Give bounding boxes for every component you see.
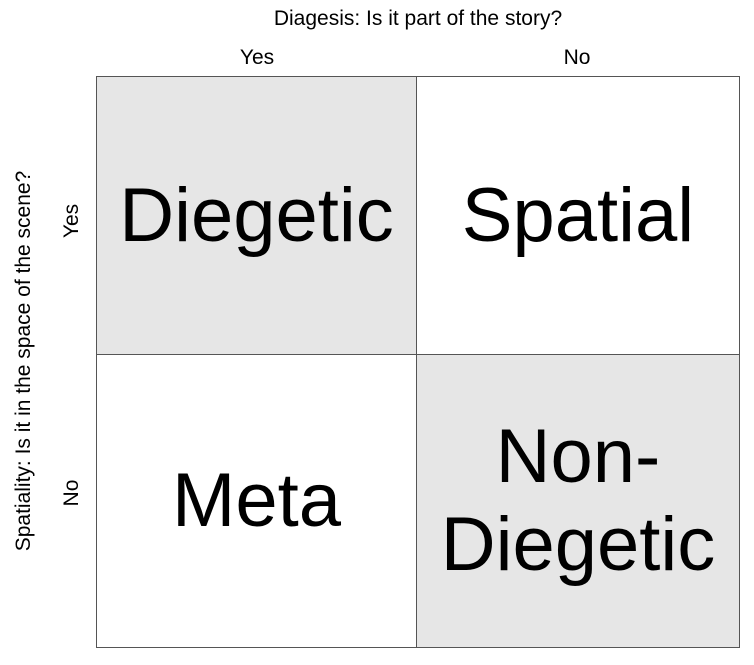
quadrant-diegetic: Diegetic [97,77,417,355]
column-axis-title: Diagesis: Is it part of the story? [273,7,563,30]
row-axis-title: Spatiality: Is it in the space of the sc… [12,170,35,552]
quadrant-diegetic-label: Diegetic [119,172,394,258]
quadrant-non-diegetic-label-line2: Diegetic [440,502,716,587]
column-label-no: No [563,46,591,69]
row-label-no: No [60,479,83,507]
quadrant-non-diegetic-label-line1: Non- [495,414,661,499]
quadrant-spatial: Spatial [417,77,739,355]
quadrant-non-diegetic: Non- Diegetic [417,355,739,647]
column-label-yes: Yes [239,46,275,69]
quadrant-meta-label: Meta [172,458,341,543]
row-label-yes: Yes [60,203,83,239]
quadrant-spatial-label: Spatial [461,172,695,258]
quadrant-meta: Meta [97,355,417,647]
quadrant-grid: Diegetic Spatial Meta Non- Diegetic [96,76,740,648]
